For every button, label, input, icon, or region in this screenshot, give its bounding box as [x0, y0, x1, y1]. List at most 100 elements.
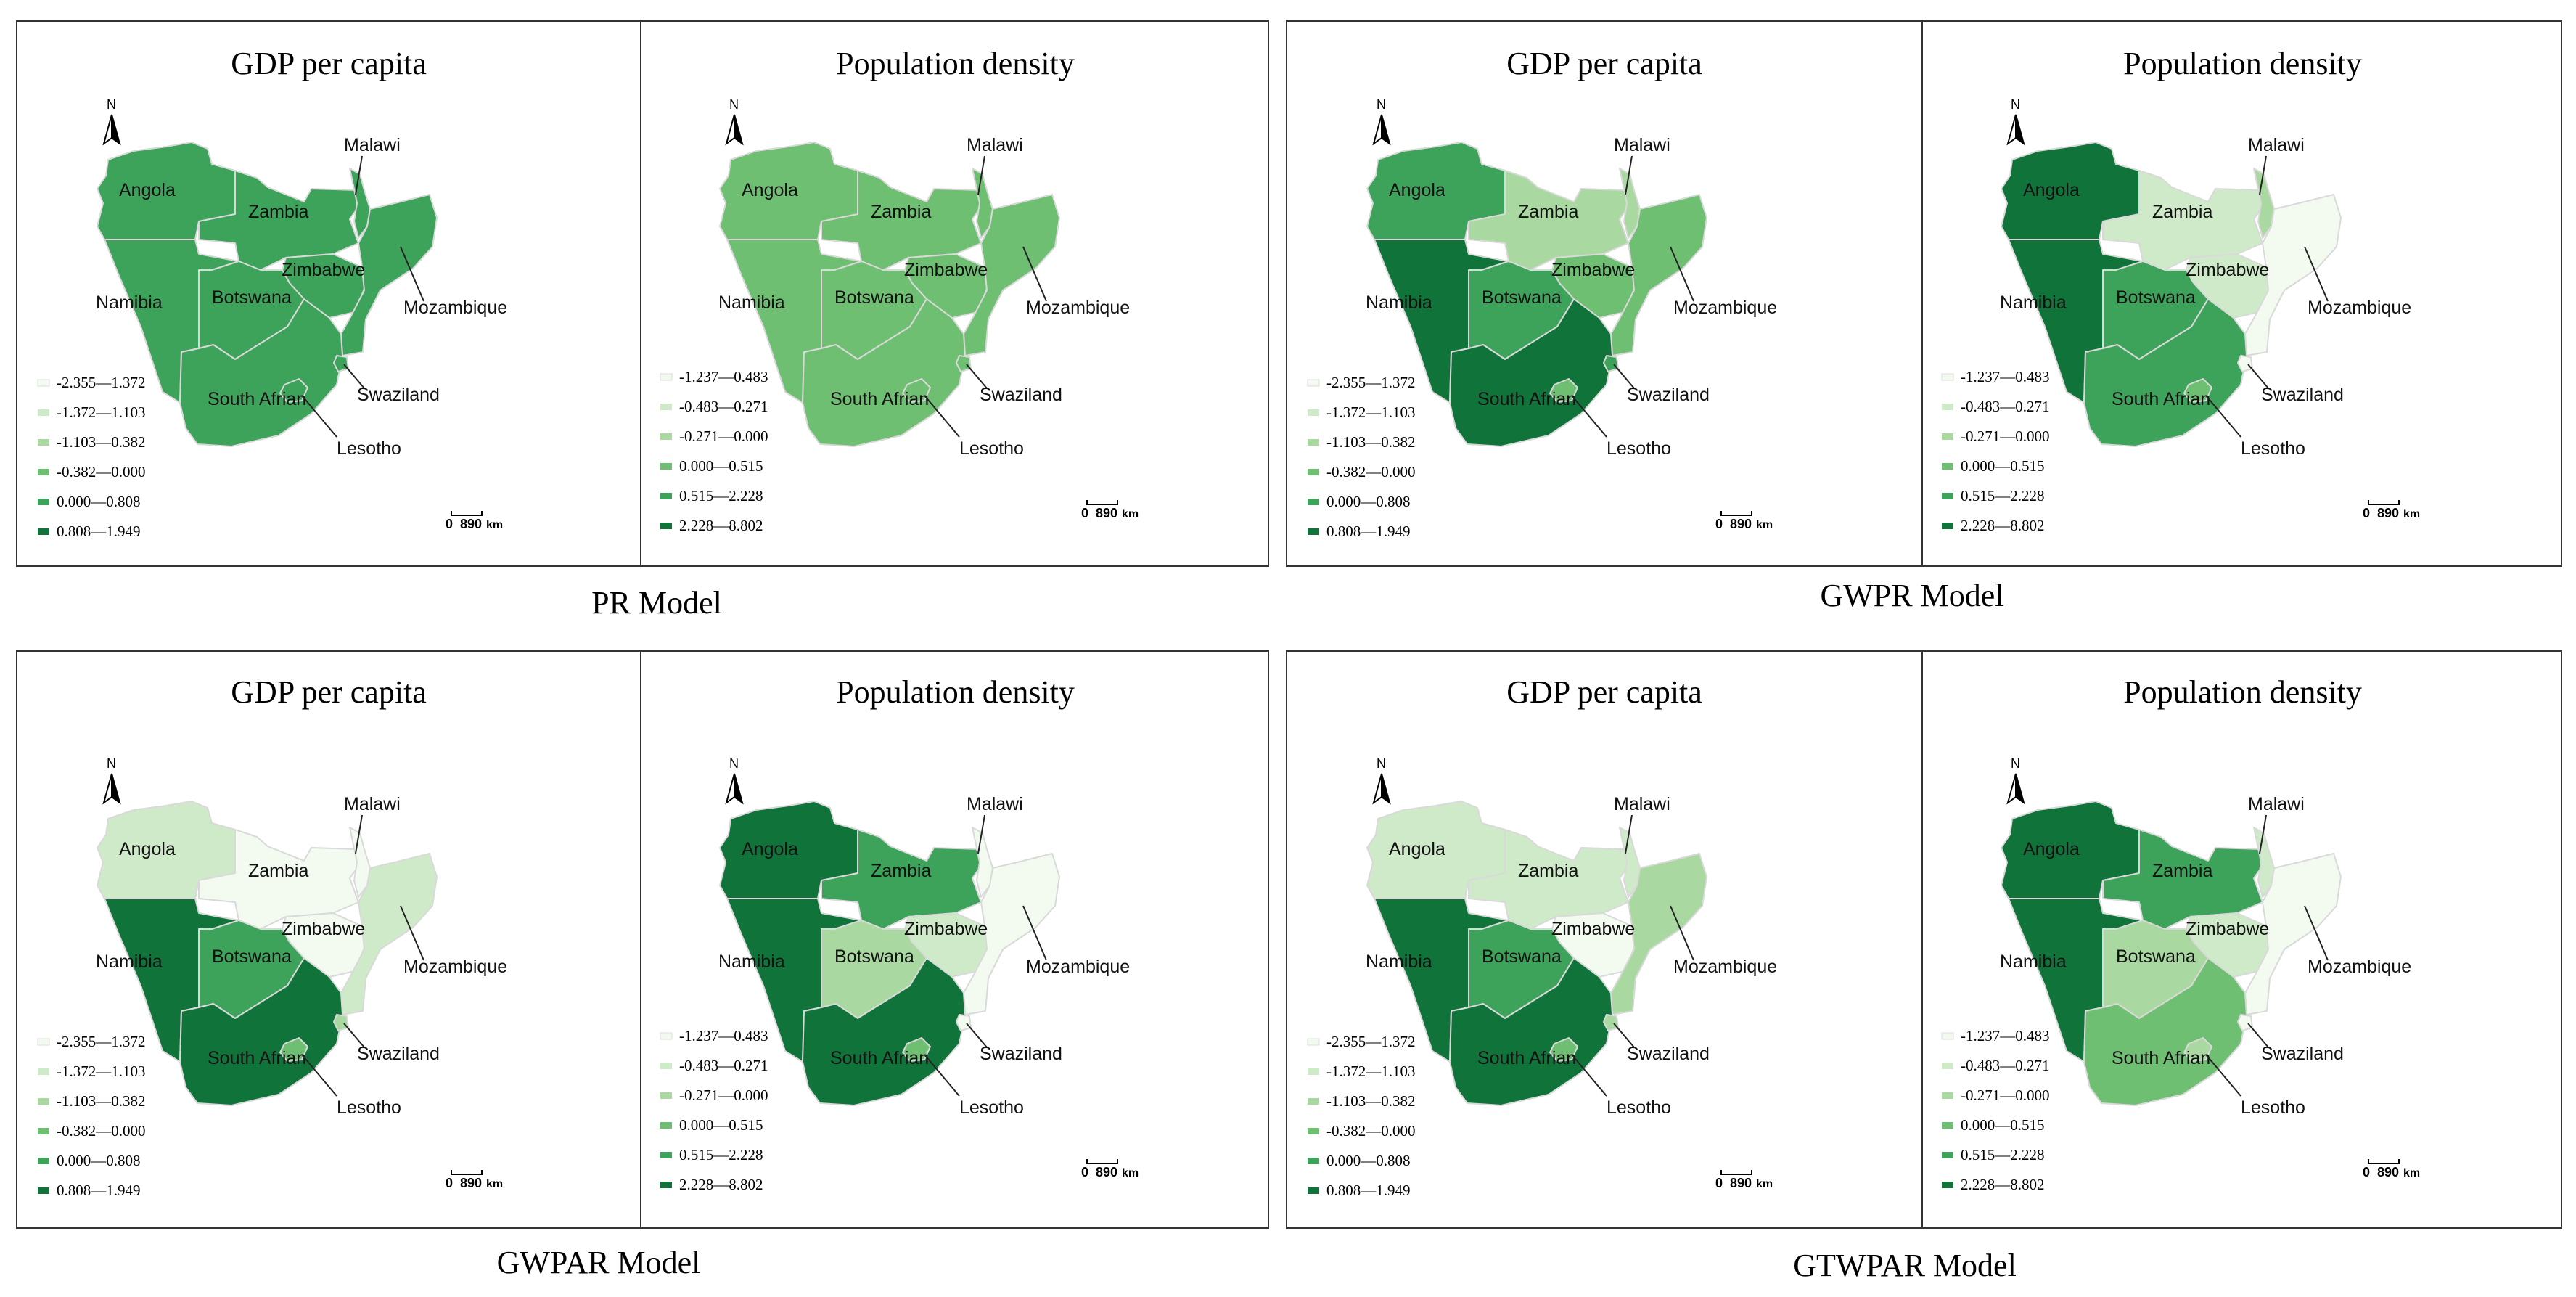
country-label: Mozambique	[1026, 957, 1130, 977]
country-south-africa	[179, 298, 343, 447]
choropleth-map: Angola Zambia Malawi Zimbabwe Mozambique Nami…	[660, 756, 1139, 1193]
country-label: Lesotho	[959, 1097, 1024, 1118]
legend-swatch	[1942, 463, 1953, 470]
label-leader-line	[1022, 246, 1047, 302]
map-gdp: GDP per capita Angola Zambia Malawi Zimbabwe…	[17, 652, 640, 1227]
country-label: Swaziland	[1627, 1044, 1710, 1064]
label-leader-line	[1571, 395, 1607, 438]
country-label: Zimbabwe	[2186, 919, 2269, 939]
panel-gtwpar-model: GDP per capita Angola Zambia Malawi Zimbabwe…	[1286, 650, 2562, 1229]
country-label: South Afrian	[1477, 389, 1576, 409]
legend-swatch	[1942, 1152, 1953, 1158]
legend-label: -0.483—0.271	[1961, 398, 2050, 415]
country-south-africa	[802, 298, 966, 447]
country-label: Botswana	[2116, 946, 2196, 967]
legend-swatch	[1308, 1098, 1319, 1105]
country-label: Botswana	[212, 287, 292, 308]
label-leader-line	[1625, 155, 1633, 195]
legend-swatch	[1942, 1092, 1953, 1099]
legend-swatch	[660, 373, 673, 381]
svg-text:km: km	[486, 519, 503, 531]
country-label: Angola	[1389, 839, 1445, 859]
country-swaziland	[956, 1014, 972, 1031]
country-label: Zambia	[2152, 861, 2212, 881]
country-mozambique	[340, 194, 438, 356]
north-arrow-icon: N	[2006, 756, 2025, 805]
label-leader-line	[2247, 1023, 2269, 1048]
map-title: Population density	[836, 46, 1075, 81]
label-leader-line	[2259, 155, 2267, 195]
svg-text:890: 890	[2377, 506, 2399, 520]
country-label: Angola	[119, 839, 176, 859]
country-label: Angola	[2023, 839, 2080, 859]
country-lesotho	[1549, 378, 1578, 403]
svg-text:km: km	[2403, 508, 2420, 520]
choropleth-map: Angola Zambia Malawi Zimbabwe Mozambique Nami…	[1307, 756, 1777, 1199]
legend-label: 2.228—8.802	[679, 1176, 763, 1193]
country-label: Mozambique	[1673, 957, 1777, 977]
country-label: Namibia	[96, 292, 163, 313]
model-label-gwpar: GWPAR Model	[496, 1245, 701, 1280]
legend-label: 0.808—1.949	[57, 523, 141, 540]
country-swaziland	[333, 1014, 349, 1031]
legend-swatch	[660, 1092, 672, 1099]
map-title: GDP per capita	[1506, 674, 1702, 710]
country-label: Botswana	[1482, 287, 1562, 308]
north-arrow-icon: N	[2006, 97, 2025, 146]
country-south-africa	[2083, 298, 2247, 447]
legend-label: -0.483—0.271	[1961, 1057, 2050, 1074]
svg-text:km: km	[1122, 1167, 1139, 1179]
legend-label: 0.000—0.515	[1961, 1116, 2045, 1134]
svg-text:N: N	[107, 756, 116, 771]
country-mozambique	[2244, 853, 2342, 1015]
label-leader-line	[2247, 364, 2269, 389]
legend-label: -0.382—0.000	[1326, 463, 1416, 480]
legend-label: 0.000—0.808	[57, 493, 141, 510]
country-zambia	[2102, 829, 2263, 930]
country-label: Namibia	[718, 292, 785, 313]
country-mozambique	[963, 194, 1060, 356]
country-swaziland	[333, 355, 349, 372]
legend-label: -2.355—1.372	[57, 1033, 146, 1050]
legend-swatch	[1941, 373, 1954, 381]
scale-bar: 0 890 km	[1081, 500, 1139, 520]
country-label: Zambia	[2152, 202, 2212, 222]
legend-swatch	[38, 1158, 49, 1164]
scale-bar: 0 890 km	[1715, 511, 1773, 531]
svg-text:0: 0	[446, 517, 453, 531]
legend-swatch	[1942, 523, 1953, 529]
map-gdp: GDP per capita Angola Zambia Malawi Zimbabwe…	[1287, 22, 1921, 565]
country-label: Angola	[742, 180, 798, 200]
svg-text:N: N	[107, 97, 116, 112]
legend-swatch	[1308, 1068, 1319, 1075]
map-pop: Population density Angola Zambia Malawi Zimb…	[640, 22, 1271, 565]
legend: -1.237—0.483 -0.483—0.271 -0.271—0.000 0.00…	[1941, 368, 2050, 534]
label-leader-line	[1670, 905, 1694, 961]
legend-swatch	[37, 1038, 50, 1046]
country-label: Zimbabwe	[904, 919, 988, 939]
legend-swatch	[1308, 409, 1319, 416]
svg-text:890: 890	[1096, 506, 1117, 520]
legend-label: -1.103—0.382	[57, 1092, 146, 1110]
country-zambia	[2102, 170, 2263, 271]
country-label: Zambia	[1518, 202, 1578, 222]
svg-text:km: km	[2403, 1167, 2420, 1179]
legend-label: 0.000—0.515	[679, 1116, 763, 1134]
country-label: Malawi	[967, 794, 1023, 814]
legend: -2.355—1.372 -1.372—1.103 -1.103—0.382 -0.3…	[37, 374, 146, 540]
country-lesotho	[2183, 378, 2212, 403]
country-label: Mozambique	[403, 298, 507, 318]
legend-swatch	[1942, 1182, 1953, 1188]
svg-text:890: 890	[460, 517, 482, 531]
country-label: Zambia	[248, 202, 308, 222]
country-south-africa	[802, 957, 966, 1106]
label-leader-line	[1571, 1054, 1607, 1097]
map-title: GDP per capita	[231, 46, 427, 81]
country-zambia	[821, 170, 982, 271]
north-arrow-icon: N	[725, 97, 744, 146]
panel-divider	[1921, 652, 1923, 1227]
svg-text:0: 0	[2363, 1165, 2370, 1179]
north-arrow-icon: N	[725, 756, 744, 805]
country-mozambique	[2244, 194, 2342, 356]
north-arrow-icon: N	[1372, 97, 1391, 146]
